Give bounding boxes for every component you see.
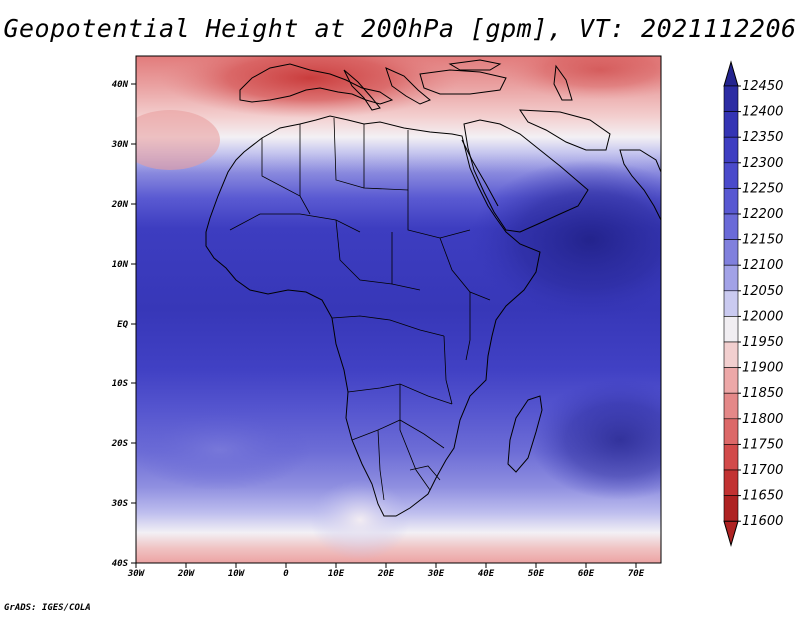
colorbar-swatch	[723, 495, 739, 522]
colorbar-top-arrow	[723, 60, 739, 87]
colorbar-label: 11900	[742, 361, 783, 376]
colorbar-swatch	[723, 264, 739, 292]
colorbar-swatch	[723, 136, 739, 164]
lat-label: 20N	[111, 200, 129, 210]
colorbar-swatch	[723, 367, 739, 394]
turkey-coastline	[419, 69, 507, 95]
lon-label: 40E	[478, 569, 495, 579]
italy-coastline	[343, 69, 381, 111]
lat-label: 30N	[111, 140, 129, 150]
colorbar-swatch	[723, 444, 739, 471]
colorbar-swatch	[723, 111, 739, 138]
lat-ticks	[131, 83, 136, 564]
grads-credit: GrADS: IGES/COLA	[4, 603, 91, 613]
colorbar-label: 12150	[742, 233, 783, 248]
lon-label: 30W	[127, 569, 146, 579]
lon-label: 10W	[228, 569, 246, 579]
lon-label: 0	[283, 569, 289, 579]
colorbar: 12450 12400 12350 12300 12250 12200 12150 12100…	[723, 60, 783, 547]
map-frame	[135, 55, 662, 564]
arabia-coastline	[463, 119, 589, 233]
lat-label: 20S	[111, 439, 129, 449]
colorbar-bottom-arrow	[723, 520, 739, 547]
lon-label: 10E	[328, 569, 345, 579]
colorbar-label: 12450	[742, 79, 783, 94]
country-borders	[229, 117, 491, 501]
india-coastline	[619, 149, 661, 221]
colorbar-label: 12200	[742, 207, 783, 222]
colorbar-label: 11850	[742, 386, 783, 401]
lon-labels: 30W 20W 10W 0 10E 20E 30E 40E 50E 60E 70…	[127, 569, 645, 579]
colorbar-label: 12250	[742, 181, 783, 196]
colorbar-swatch	[723, 213, 739, 240]
lon-label: 30E	[427, 569, 445, 579]
colorbar-label: 12350	[742, 130, 783, 145]
iran-coastline	[519, 109, 611, 151]
europe-coastline	[239, 63, 394, 105]
height-field-shading	[136, 56, 661, 563]
colorbar-label: 11600	[742, 514, 783, 529]
lat-label: 10S	[112, 379, 129, 389]
lon-label: 50E	[528, 569, 545, 579]
coastlines	[205, 59, 661, 517]
lat-label: 40S	[112, 559, 129, 569]
lat-label: 40N	[112, 80, 129, 90]
lat-label: EQ	[117, 320, 128, 330]
lon-label: 20W	[177, 569, 196, 579]
colorbar-swatch	[723, 469, 739, 496]
lat-labels: 40N 30N 20N 10N EQ 10S 20S 30S 40S	[111, 80, 129, 569]
colorbar-label: 11700	[742, 463, 783, 478]
colorbar-swatch	[723, 85, 739, 112]
lon-label: 20E	[377, 569, 395, 579]
colorbar-label: 12050	[742, 284, 783, 299]
lon-label: 70E	[628, 569, 645, 579]
colorbar-label: 12300	[742, 156, 783, 171]
lat-label: 10N	[112, 260, 129, 270]
colorbar-swatch	[723, 418, 739, 445]
colorbar-swatch	[723, 290, 739, 317]
colorbar-label: 12100	[742, 258, 783, 273]
colorbar-label: 11800	[742, 412, 783, 427]
colorbar-swatch	[723, 316, 739, 343]
lon-ticks	[135, 563, 637, 568]
colorbar-swatch	[723, 239, 739, 266]
colorbar-swatch	[723, 341, 739, 368]
colorbar-label: 12000	[742, 309, 783, 324]
colorbar-swatch	[723, 188, 739, 215]
page-title: Geopotential Height at 200hPa [gpm], VT:…	[3, 14, 797, 43]
colorbar-label: 12400	[742, 105, 783, 120]
colorbar-label: 11950	[742, 335, 783, 350]
africa-coastline	[205, 115, 541, 517]
colorbar-label: 11750	[742, 437, 783, 452]
colorbar-label: 11650	[742, 489, 783, 504]
colorbar-swatch	[723, 162, 739, 189]
madagascar-coastline	[507, 395, 543, 473]
colorbar-swatch	[723, 392, 739, 420]
balkans-coastline	[385, 67, 431, 105]
lat-label: 30S	[111, 499, 129, 509]
lon-label: 60E	[578, 569, 595, 579]
